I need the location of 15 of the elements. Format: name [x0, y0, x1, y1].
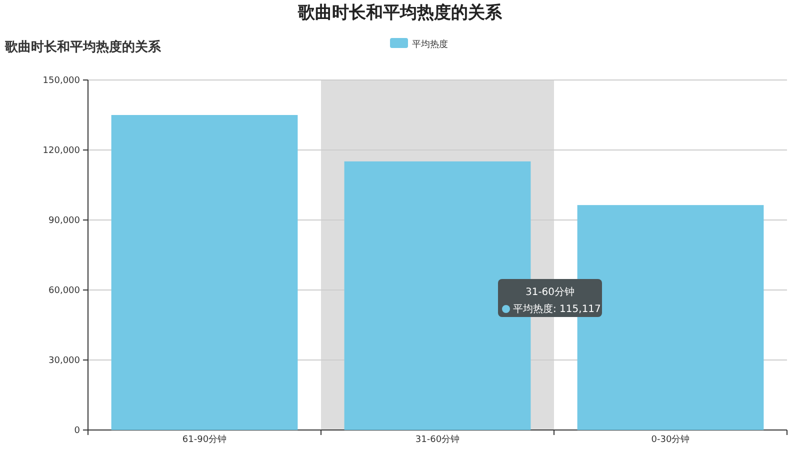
chart-title: 歌曲时长和平均热度的关系: [297, 3, 503, 23]
y-tick-label: 150,000: [42, 76, 80, 86]
annotation: 平均热度: 115,117: [513, 303, 601, 315]
x-tick-label: 0-30分钟: [651, 434, 690, 445]
y-tick-label: 60,000: [48, 286, 80, 296]
y-tick-label: 120,000: [42, 146, 80, 156]
chart-subtitle: 歌曲时长和平均热度的关系: [4, 39, 162, 55]
annotation: 31-60分钟: [525, 286, 575, 298]
x-tick-label: 61-90分钟: [182, 434, 227, 445]
bar: [111, 115, 298, 430]
legend-label: 平均热度: [412, 39, 448, 50]
x-tick-label: 31-60分钟: [415, 434, 460, 445]
y-tick-label: 0: [74, 426, 80, 436]
y-tick-label: 30,000: [48, 356, 80, 366]
y-tick-label: 90,000: [48, 216, 80, 226]
